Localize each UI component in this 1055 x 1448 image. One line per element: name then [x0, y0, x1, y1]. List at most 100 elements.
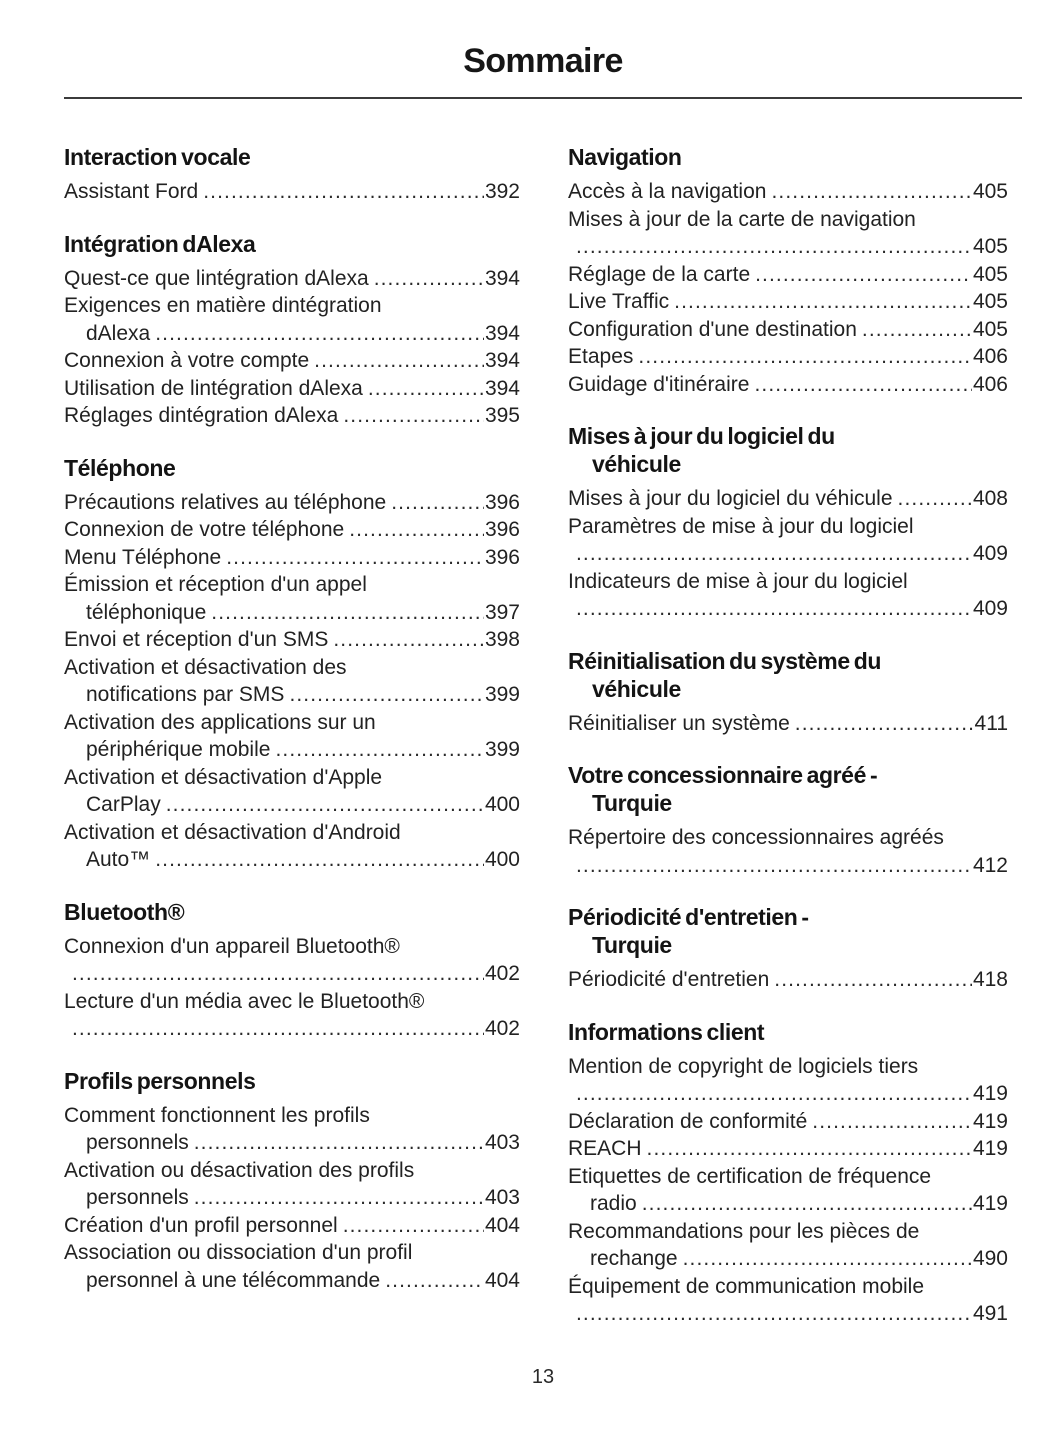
- dot-leader: ........................................…: [72, 962, 484, 985]
- entry-title-line: Émission et réception d'un appel: [64, 573, 367, 596]
- entry-title: personnel à une télécommande: [86, 1268, 381, 1292]
- section-heading-line: véhicule: [592, 675, 681, 702]
- dot-leader: ........................................…: [349, 518, 484, 541]
- dot-leader: ........................................…: [203, 180, 484, 203]
- dot-leader: ........................................…: [155, 321, 484, 345]
- entry-title: rechange: [590, 1247, 678, 1270]
- section-heading: Mises à jour du logiciel du véhicule: [568, 422, 1008, 478]
- toc-entry: Quest-ce que lintégration dAlexa........…: [64, 265, 520, 293]
- page-title: Sommaire: [463, 42, 623, 80]
- entry-title: Quest-ce que lintégration dAlexa: [64, 266, 369, 290]
- entry-page-number: 404: [484, 1268, 520, 1292]
- toc-entry: Paramètres de mise à jour du logiciel...…: [568, 513, 1008, 568]
- toc-entry: Guidage d'itinéraire....................…: [568, 371, 1008, 399]
- entry-page-number: 419: [972, 1082, 1008, 1105]
- entry-title-line: Etiquettes de certification de fréquence: [568, 1164, 932, 1188]
- entry-page-number: 405: [972, 262, 1008, 286]
- entry-page-number: 491: [972, 1302, 1008, 1325]
- entry-title: Réinitialiser un système: [568, 711, 790, 735]
- entry-page-number: 397: [484, 600, 520, 624]
- entry-title: Assistant Ford: [64, 180, 199, 203]
- entry-title-line: Activation et désactivation d'Android: [64, 820, 401, 844]
- entry-page-number: 409: [972, 597, 1008, 620]
- entry-page-number: 400: [484, 793, 520, 816]
- section-heading-line: Mises à jour du logiciel du: [568, 423, 835, 449]
- entry-title: Connexion de votre téléphone: [64, 518, 345, 541]
- entry-page-number: 405: [972, 290, 1008, 313]
- entry-title-line: Indicateurs de mise à jour du logiciel: [568, 569, 908, 593]
- entry-page-number: 490: [972, 1247, 1008, 1270]
- section-heading-line: Informations client: [568, 1018, 765, 1045]
- entry-title-line: Équipement de communication mobile: [568, 1274, 925, 1298]
- entry-title-line: Comment fonctionnent les profils: [64, 1103, 370, 1127]
- section-heading-line: Réinitialisation du système du: [568, 647, 882, 674]
- dot-leader: ........................................…: [289, 683, 484, 706]
- section-heading: Téléphone: [64, 454, 520, 482]
- entry-page-number: 405: [972, 317, 1008, 341]
- toc-section: Périodicité d'entretien - Turquie Périodic…: [568, 903, 1008, 994]
- dot-leader: ........................................…: [165, 793, 484, 816]
- section-heading: Intégration dAlexa: [64, 230, 520, 258]
- section-heading-line: Téléphone: [64, 454, 176, 481]
- toc-entry: Activation ou désactivation des profils p…: [64, 1157, 520, 1212]
- entry-title: Mises à jour du logiciel du véhicule: [568, 487, 893, 510]
- entry-title: Périodicité d'entretien: [568, 968, 770, 991]
- dot-leader: ........................................…: [755, 262, 972, 286]
- dot-leader: ........................................…: [367, 376, 484, 400]
- title-divider: [64, 97, 1022, 99]
- entry-page-number: 418: [972, 968, 1008, 991]
- entry-page-number: 394: [484, 376, 520, 400]
- toc-entry: Configuration d'une destination.........…: [568, 316, 1008, 344]
- entry-page-number: 403: [484, 1131, 520, 1154]
- entry-title-line: Association ou dissociation d'un profil: [64, 1241, 413, 1264]
- entry-title-line: Connexion d'un appareil Bluetooth®: [64, 934, 400, 958]
- dot-leader: ........................................…: [275, 738, 484, 761]
- dot-leader: ........................................…: [226, 545, 484, 569]
- section-heading-line: Profils personnels: [64, 1067, 256, 1094]
- entry-page-number: 396: [484, 518, 520, 541]
- section-heading-line: Interaction vocale: [64, 144, 251, 170]
- entry-title: Déclaration de conformité: [568, 1109, 808, 1133]
- toc-entry: Activation et désactivation d'Android Aut…: [64, 819, 520, 874]
- entry-page-number: 411: [974, 711, 1008, 735]
- entry-title: personnels: [86, 1186, 189, 1209]
- entry-title: Live Traffic: [568, 290, 670, 313]
- dot-leader: ........................................…: [576, 1302, 972, 1325]
- entry-title-line: Répertoire des concessionnaires agréés: [568, 826, 944, 849]
- dot-leader: ........................................…: [754, 372, 972, 396]
- entry-title: dAlexa: [86, 321, 151, 345]
- entry-page-number: 398: [484, 628, 520, 651]
- toc-section: Navigation Accès à la navigation.........…: [568, 143, 1008, 398]
- toc-entry: Utilisation de lintégration dAlexa......…: [64, 375, 520, 403]
- entry-title-line: Activation des applications sur un: [64, 710, 376, 734]
- dot-leader: ........................................…: [385, 1268, 484, 1292]
- entry-title: Réglage de la carte: [568, 262, 751, 286]
- toc-entry: Répertoire des concessionnaires agréés..…: [568, 824, 1008, 879]
- section-heading-line: Bluetooth®: [64, 898, 185, 925]
- toc-section: Bluetooth® Connexion d'un appareil Blueto…: [64, 898, 520, 1043]
- entry-page-number: 396: [484, 490, 520, 514]
- entry-page-number: 406: [972, 345, 1008, 368]
- toc-entry: Déclaration de conformité...............…: [568, 1108, 1008, 1136]
- entry-page-number: 399: [484, 683, 520, 706]
- entry-page-number: 419: [972, 1109, 1008, 1133]
- entry-page-number: 395: [484, 404, 520, 427]
- dot-leader: ........................................…: [576, 235, 972, 258]
- entry-title: Création d'un profil personnel: [64, 1213, 338, 1237]
- toc-section: Intégration dAlexa Quest-ce que lintégrat…: [64, 230, 520, 430]
- entry-page-number: 408: [972, 487, 1008, 510]
- toc-entry: Activation et désactivation des notificat…: [64, 654, 520, 709]
- dot-leader: ........................................…: [193, 1186, 484, 1209]
- entry-title-line: Activation et désactivation d'Apple: [64, 765, 383, 789]
- dot-leader: ........................................…: [72, 1017, 484, 1040]
- toc-section: Informations client Mention de copyright …: [568, 1018, 1008, 1328]
- entry-page-number: 402: [484, 962, 520, 985]
- toc-entry: Activation des applications sur un périph…: [64, 709, 520, 764]
- dot-leader: ........................................…: [774, 968, 972, 991]
- entry-page-number: 400: [484, 848, 520, 871]
- toc-entry: Réglage de la carte.....................…: [568, 261, 1008, 289]
- section-heading: Bluetooth®: [64, 898, 520, 926]
- dot-leader: ........................................…: [342, 1213, 484, 1237]
- dot-leader: ........................................…: [682, 1247, 972, 1270]
- dot-leader: ........................................…: [391, 490, 484, 514]
